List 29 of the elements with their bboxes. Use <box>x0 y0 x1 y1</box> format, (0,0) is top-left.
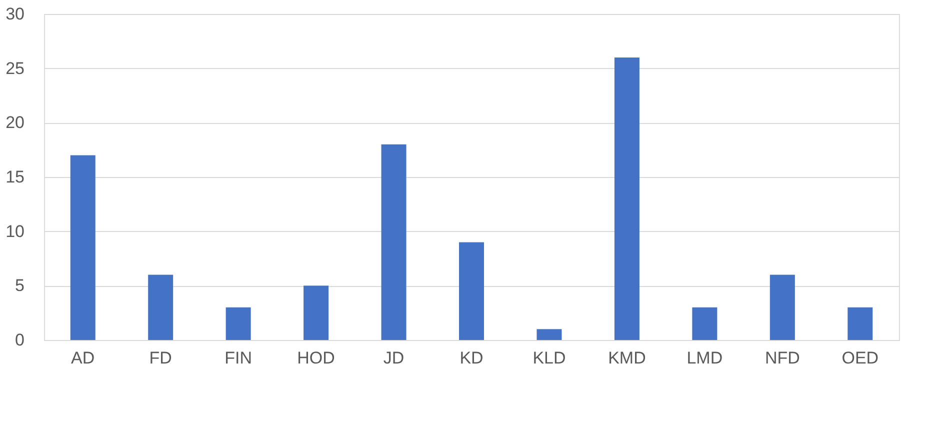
y-tick-label: 15 <box>6 168 24 186</box>
bar <box>848 307 873 340</box>
x-tick-label: JD <box>383 348 404 368</box>
bar <box>226 307 251 340</box>
x-tick-label: AD <box>71 348 95 368</box>
y-tick-label: 30 <box>6 4 24 24</box>
bar <box>304 286 329 340</box>
x-tick-label: OED <box>842 348 879 368</box>
y-tick-label: 25 <box>6 58 24 78</box>
x-tick-label: KMD <box>608 348 646 368</box>
bar <box>381 144 406 340</box>
bar <box>692 307 718 340</box>
y-tick-label: 20 <box>6 113 24 132</box>
x-tick-label: FD <box>149 348 172 368</box>
x-tick-label: NFD <box>764 348 800 368</box>
x-tick-label: LMD <box>686 348 723 368</box>
bar <box>614 57 640 340</box>
x-tick-label: HOD <box>297 348 335 368</box>
y-tick-label: 0 <box>15 330 24 350</box>
bar <box>70 155 96 340</box>
y-tick-label: 5 <box>15 276 24 296</box>
x-tick-label: KD <box>460 348 484 368</box>
x-tick-label: FIN <box>224 348 252 368</box>
x-tick-label: KLD <box>532 348 566 368</box>
bar <box>459 242 484 340</box>
y-tick-label: 10 <box>6 222 24 241</box>
bar <box>536 329 562 340</box>
bar <box>148 274 174 340</box>
bar <box>770 274 795 340</box>
